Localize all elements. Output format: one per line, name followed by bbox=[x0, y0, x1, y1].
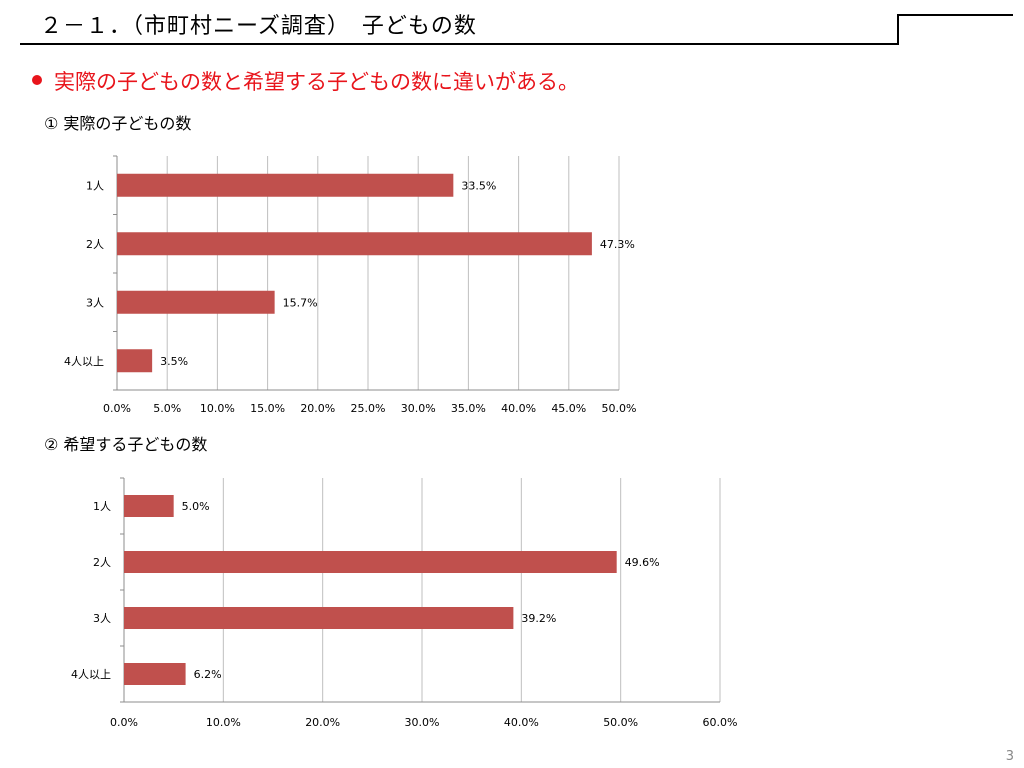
chart-1-bar bbox=[117, 290, 275, 314]
chart-2-data-label: 6.2% bbox=[194, 668, 222, 681]
chart-2-x-tick-label: 40.0% bbox=[504, 716, 539, 729]
chart-1-x-tick-label: 25.0% bbox=[351, 402, 386, 415]
chart-1-category-label: 2人 bbox=[86, 238, 104, 251]
chart-2-x-tick-label: 0.0% bbox=[110, 716, 138, 729]
chart-1-x-tick-label: 30.0% bbox=[401, 402, 436, 415]
bullet-icon bbox=[32, 75, 42, 85]
chart-1-data-label: 3.5% bbox=[160, 355, 188, 368]
key-finding-text: 実際の子どもの数と希望する子どもの数に違いがある。 bbox=[54, 70, 579, 94]
chart-2-x-tick-label: 50.0% bbox=[603, 716, 638, 729]
key-finding: 実際の子どもの数と希望する子どもの数に違いがある。 bbox=[32, 66, 579, 96]
chart-2-x-tick-label: 60.0% bbox=[703, 716, 738, 729]
chart-1-data-label: 47.3% bbox=[600, 238, 635, 251]
chart-1-bar bbox=[117, 232, 592, 256]
chart-2-bar bbox=[124, 663, 186, 685]
chart-2-x-tick-label: 10.0% bbox=[206, 716, 241, 729]
chart-1-x-tick-label: 45.0% bbox=[551, 402, 586, 415]
title-underline bbox=[20, 43, 898, 45]
chart-2-category-label: 4人以上 bbox=[71, 668, 111, 681]
chart-2-category-label: 2人 bbox=[93, 556, 111, 569]
page-number: 3 bbox=[1005, 749, 1014, 764]
chart-2-data-label: 39.2% bbox=[521, 612, 556, 625]
chart-1-title: ① 実際の子どもの数 bbox=[44, 114, 192, 133]
chart-1-x-tick-label: 0.0% bbox=[103, 402, 131, 415]
chart-2-category-label: 1人 bbox=[93, 500, 111, 513]
chart-1-x-tick-label: 40.0% bbox=[501, 402, 536, 415]
chart-2-category-label: 3人 bbox=[93, 612, 111, 625]
chart-1-bar bbox=[117, 349, 153, 373]
slide-title: ２－１．（市町村ニーズ調査） 子どもの数 bbox=[40, 14, 477, 39]
chart-2-x-tick-label: 20.0% bbox=[305, 716, 340, 729]
chart-1-category-label: 3人 bbox=[86, 296, 104, 309]
chart-2-bar bbox=[124, 607, 514, 629]
chart-1-category-label: 4人以上 bbox=[64, 355, 104, 368]
chart-1-x-tick-label: 50.0% bbox=[602, 402, 637, 415]
chart-1-x-tick-label: 10.0% bbox=[200, 402, 235, 415]
chart-1-data-label: 15.7% bbox=[283, 296, 318, 309]
chart-1-category-label: 1人 bbox=[86, 179, 104, 192]
chart-2-data-label: 49.6% bbox=[625, 556, 660, 569]
chart-1-data-label: 33.5% bbox=[461, 179, 496, 192]
chart-1-bar bbox=[117, 173, 454, 197]
chart-2-bar bbox=[124, 495, 174, 517]
chart-1-x-tick-label: 35.0% bbox=[451, 402, 486, 415]
chart-2-bar bbox=[124, 551, 617, 573]
chart-2-x-tick-label: 30.0% bbox=[405, 716, 440, 729]
chart-1-x-tick-label: 20.0% bbox=[300, 402, 335, 415]
chart-1-x-tick-label: 5.0% bbox=[153, 402, 181, 415]
chart-2-data-label: 5.0% bbox=[182, 500, 210, 513]
chart-2-title: ② 希望する子どもの数 bbox=[44, 435, 208, 454]
chart-1-x-tick-label: 15.0% bbox=[250, 402, 285, 415]
title-corner-bracket bbox=[897, 14, 1013, 45]
